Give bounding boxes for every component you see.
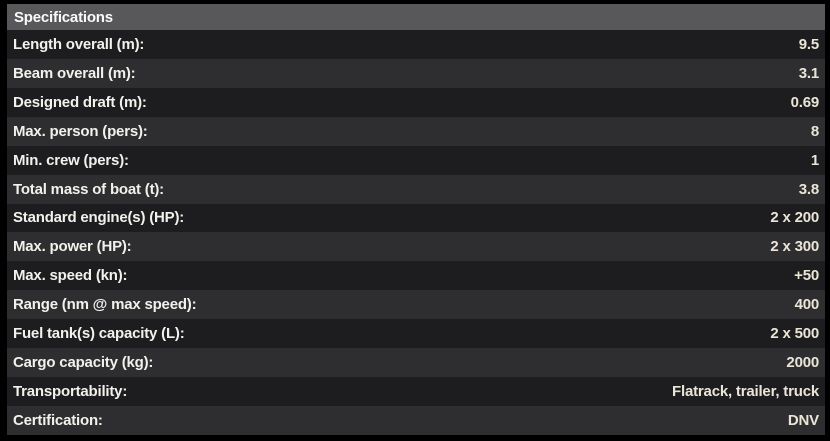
table-row: Max. speed (kn): +50 — [7, 261, 825, 291]
specifications-table: Specifications Length overall (m): 9.5 Bea… — [7, 4, 825, 435]
table-body: Length overall (m): 9.5 Beam overall (m): 3… — [7, 30, 825, 435]
row-value: 400 — [794, 296, 820, 314]
row-value: DNV — [787, 411, 819, 429]
row-label: Beam overall (m): — [13, 64, 136, 82]
table-row: Total mass of boat (t): 3.8 — [7, 174, 825, 204]
table-row: Standard engine(s) (HP): 2 x 200 — [7, 203, 825, 233]
row-value: 2000 — [786, 354, 819, 372]
row-label: Fuel tank(s) capacity (L): — [13, 325, 185, 343]
row-label: Designed draft (m): — [13, 93, 147, 111]
row-value: 2 x 500 — [770, 325, 819, 343]
row-value: Flatrack, trailer, truck — [672, 383, 819, 401]
row-value: +50 — [794, 267, 819, 285]
row-label: Transportability: — [13, 383, 128, 401]
table-row: Min. crew (pers): 1 — [7, 145, 825, 175]
table-row: Cargo capacity (kg): 2000 — [7, 348, 825, 378]
row-label: Total mass of boat (t): — [13, 180, 164, 198]
row-value: 2 x 300 — [770, 238, 819, 256]
row-label: Min. crew (pers): — [13, 151, 129, 169]
table-row: Designed draft (m): 0.69 — [7, 87, 825, 117]
table-row: Max. power (HP): 2 x 300 — [7, 232, 825, 262]
row-value: 3.8 — [798, 180, 819, 198]
row-label: Range (nm @ max speed): — [13, 296, 197, 314]
row-label: Max. power (HP): — [13, 238, 132, 256]
row-label: Cargo capacity (kg): — [13, 354, 154, 372]
row-value: 9.5 — [798, 35, 819, 53]
row-label: Length overall (m): — [13, 35, 145, 53]
row-value: 8 — [810, 122, 819, 140]
row-value: 2 x 200 — [770, 209, 819, 227]
row-value: 1 — [810, 151, 819, 169]
row-label: Standard engine(s) (HP): — [13, 209, 185, 227]
table-row: Certification: DNV — [7, 405, 825, 435]
table-row: Transportability: Flatrack, trailer, truc… — [7, 377, 825, 406]
row-value: 3.1 — [798, 64, 819, 82]
table-header: Specifications — [7, 4, 825, 30]
row-label: Max. person (pers): — [13, 122, 148, 140]
table-row: Max. person (pers): 8 — [7, 116, 825, 146]
table-row: Range (nm @ max speed): 400 — [7, 290, 825, 320]
table-row: Beam overall (m): 3.1 — [7, 58, 825, 88]
table-row: Length overall (m): 9.5 — [7, 30, 825, 59]
row-value: 0.69 — [790, 93, 820, 111]
row-label: Certification: — [13, 411, 103, 429]
table-row: Fuel tank(s) capacity (L): 2 x 500 — [7, 319, 825, 349]
row-label: Max. speed (kn): — [13, 267, 128, 285]
table-title: Specifications — [14, 8, 113, 26]
